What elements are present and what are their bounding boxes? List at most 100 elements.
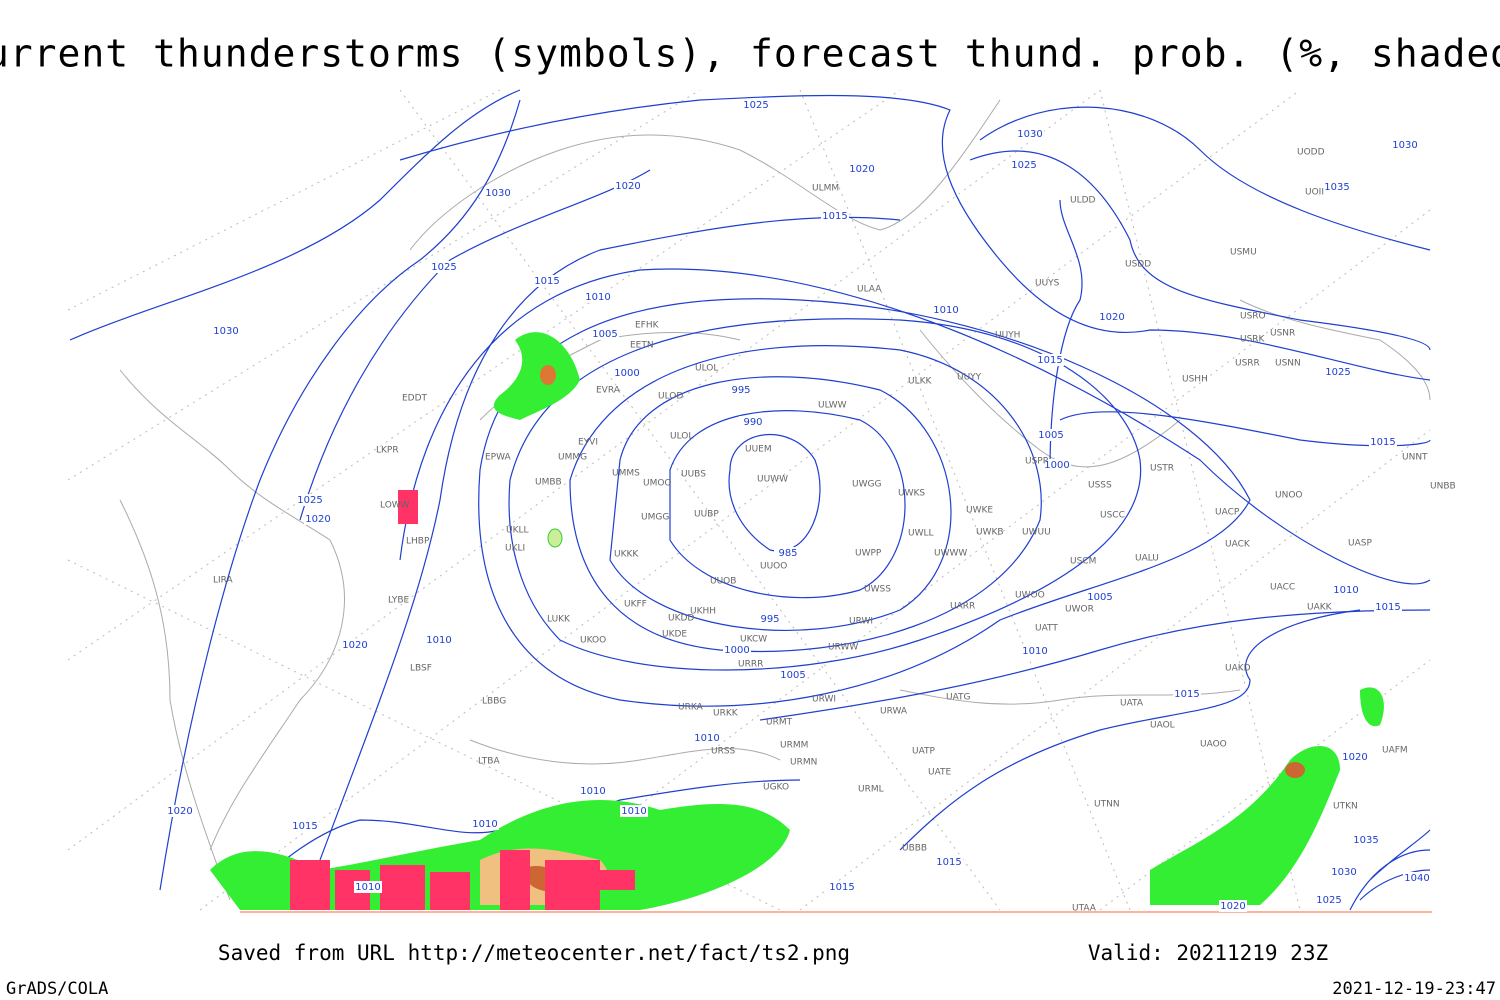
thunderstorm-shading: [210, 332, 1384, 910]
isobar-label: 1010: [621, 806, 646, 817]
station-code: UUEM: [745, 445, 772, 455]
isobar-label-bg: [1369, 436, 1397, 448]
station-code: UAOO: [1200, 740, 1227, 750]
station-code: URKK: [713, 709, 739, 719]
isobar-label-bg: [1086, 591, 1114, 603]
station-code: USCM: [1070, 557, 1096, 567]
isobar-label-bg: [935, 856, 963, 868]
station-code: URKA: [678, 703, 704, 713]
station-code: UUBS: [681, 470, 706, 480]
station-code: EFHK: [635, 321, 660, 331]
isobar-label-bg: [828, 881, 856, 893]
station-code: USNR: [1270, 329, 1295, 339]
isobar-label-bg: [614, 180, 642, 192]
isobar-label: 1015: [829, 882, 854, 893]
station-code: UUYH: [995, 331, 1020, 341]
station-code: EYVI: [578, 438, 598, 448]
isobar-label-bg: [304, 513, 332, 525]
station-code: URWW: [828, 643, 858, 653]
station-code: UAFM: [1382, 746, 1408, 756]
station-code: URMM: [780, 741, 808, 751]
isobar-label-bg: [1374, 601, 1402, 613]
isobar-label: 1015: [1375, 602, 1400, 613]
isobar-label: 1020: [1220, 901, 1245, 912]
station-code: USRO: [1240, 312, 1266, 322]
station-code: UWSS: [864, 585, 891, 595]
isobar-label: 1030: [1017, 129, 1042, 140]
isobar-label: 1030: [213, 326, 238, 337]
station-code: UODD: [1297, 148, 1325, 158]
isobar-label: 1025: [431, 262, 456, 273]
isobar-label-bg: [1341, 751, 1369, 763]
station-code: URML: [858, 785, 884, 795]
station-code: UUYS: [1035, 279, 1060, 289]
station-code: URMT: [766, 718, 793, 728]
isobar-label: 1010: [1333, 585, 1358, 596]
station-code: UWKS: [898, 489, 925, 499]
station-code: UKCW: [740, 635, 767, 645]
isobar-label: 995: [760, 614, 779, 625]
isobar-label-bg: [341, 639, 369, 651]
station-code: UTKN: [1333, 802, 1358, 812]
isobar-label-bg: [1352, 834, 1380, 846]
station-code: ULWW: [818, 401, 847, 411]
isobar-label: 1020: [167, 806, 192, 817]
isobar-label-bg: [296, 494, 324, 506]
isobar-label-bg: [1010, 159, 1038, 171]
isobar-label: 1010: [585, 292, 610, 303]
station-code: UMMS: [612, 469, 640, 479]
station-code: LBSF: [410, 664, 432, 674]
isobar-label-bg: [1403, 872, 1431, 884]
station-code: USTR: [1150, 464, 1174, 474]
isobar-label-bg: [693, 732, 721, 744]
station-code: UKDE: [662, 630, 687, 640]
station-code: ULOL: [670, 432, 693, 442]
station-code: UATE: [928, 768, 952, 778]
isobar-label-bg: [1098, 311, 1126, 323]
station-code: UATA: [1120, 699, 1144, 709]
station-code: LUKK: [547, 615, 571, 625]
isobar-label: 1020: [1342, 752, 1367, 763]
isobar-label: 1020: [1099, 312, 1124, 323]
isobar-label: 1035: [1324, 182, 1349, 193]
timestamp: 2021-12-19-23:47: [1332, 979, 1496, 999]
isobar-label-bg: [212, 325, 240, 337]
isobar-label-bg: [1219, 900, 1247, 912]
isobar-label-bg: [1332, 584, 1360, 596]
station-code: ULDD: [1070, 196, 1096, 206]
isobar-label: 1020: [305, 514, 330, 525]
isobar-label-bg: [533, 275, 561, 287]
isobar-label-bg: [1315, 894, 1343, 906]
station-code: UTAA: [1072, 904, 1097, 914]
isobar-label-bg: [1391, 139, 1419, 151]
station-code: USPP: [1025, 457, 1049, 467]
station-code: UUOB: [710, 577, 736, 587]
station-code: UATP: [912, 747, 936, 757]
station-code: UKLL: [506, 526, 529, 536]
station-code: UUOO: [760, 562, 787, 572]
station-code: USRK: [1240, 335, 1266, 345]
isobar-label: 1025: [1011, 160, 1036, 171]
station-code: LBBG: [482, 697, 506, 707]
station-code: LIRA: [213, 576, 234, 586]
isobar-label: 1025: [1316, 895, 1341, 906]
isobar-label: 1010: [426, 635, 451, 646]
isobar-label-bg: [739, 416, 767, 428]
station-code: UAKK: [1307, 603, 1333, 613]
isobar-label-bg: [932, 304, 960, 316]
isobar-label: 1015: [936, 857, 961, 868]
isobar-label: 1015: [1370, 437, 1395, 448]
station-code: UNNT: [1402, 453, 1428, 463]
station-code: UKFF: [624, 600, 647, 610]
station-code: UMBB: [535, 478, 562, 488]
isobar-label-bg: [579, 785, 607, 797]
station-code: LOWW: [380, 501, 410, 511]
station-code: ULMM: [812, 184, 839, 194]
isobar-label: 1025: [743, 100, 768, 111]
isobar-label-bg: [848, 163, 876, 175]
station-code: USSS: [1088, 481, 1112, 491]
station-code: USHH: [1182, 375, 1208, 385]
isobar-label-bg: [1016, 128, 1044, 140]
station-code: UACC: [1270, 583, 1295, 593]
station-code: EVRA: [596, 386, 621, 396]
